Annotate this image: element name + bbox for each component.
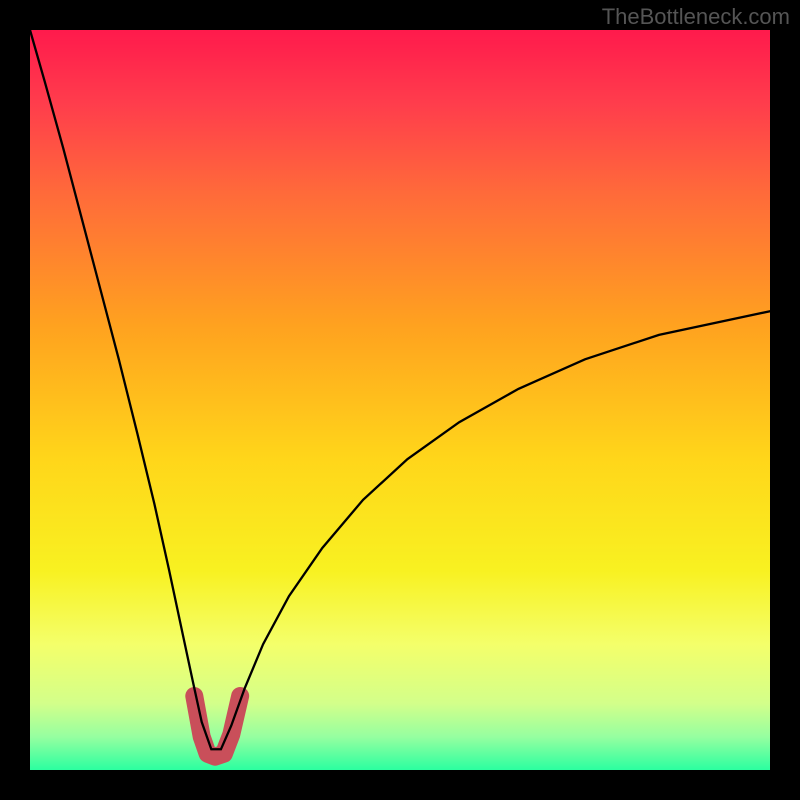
chart-stage: TheBottleneck.com xyxy=(0,0,800,800)
bottleneck-chart xyxy=(0,0,800,800)
watermark-text: TheBottleneck.com xyxy=(602,4,790,30)
plot-background xyxy=(30,30,770,770)
